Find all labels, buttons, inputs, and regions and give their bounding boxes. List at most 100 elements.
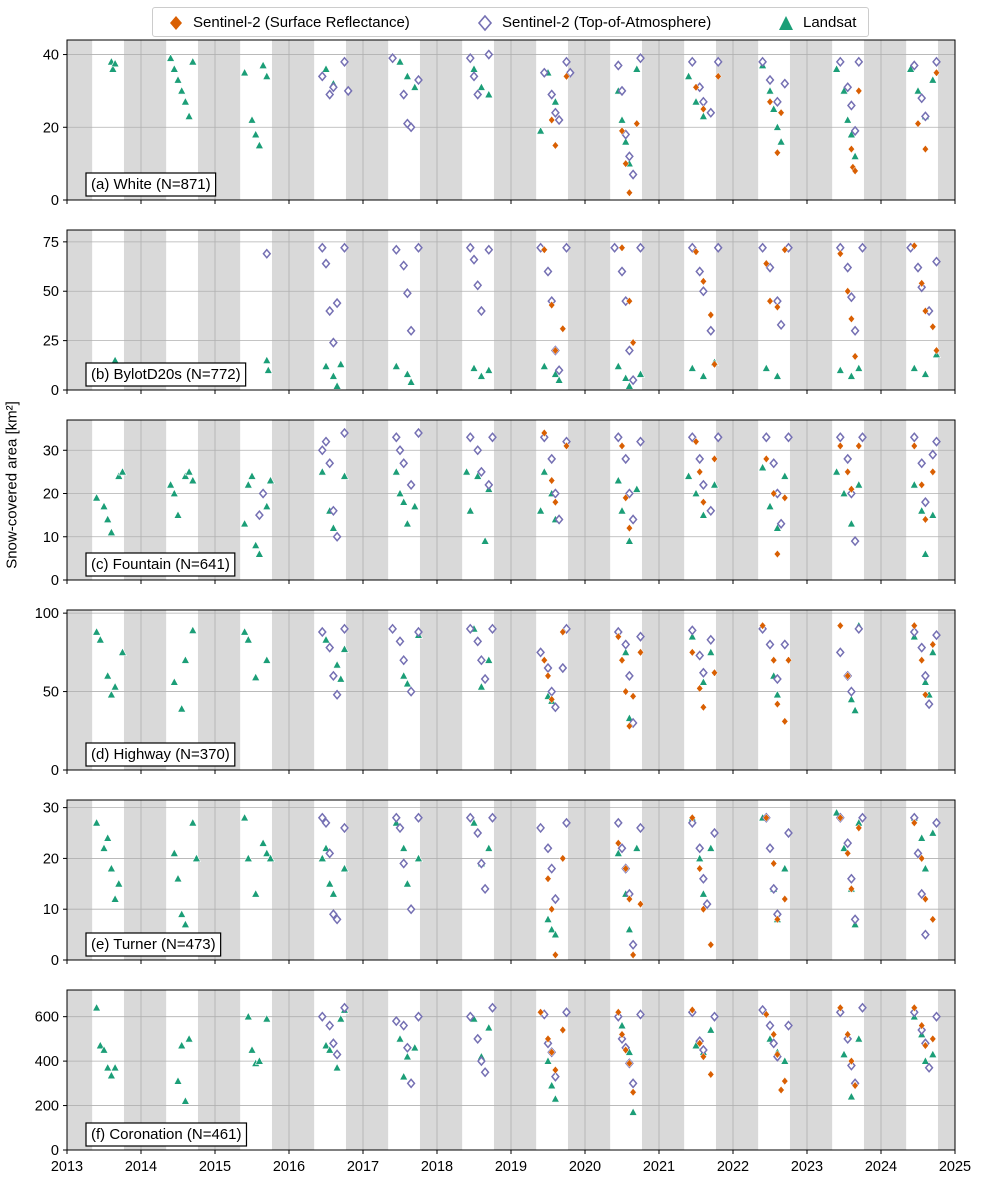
landsat-point bbox=[772, 523, 782, 532]
landsat-point bbox=[103, 833, 113, 842]
s2-sr-point bbox=[921, 690, 929, 699]
s2-toa-point bbox=[928, 449, 938, 460]
landsat-point bbox=[687, 631, 697, 641]
landsat-point bbox=[469, 818, 479, 827]
landsat-point bbox=[177, 703, 187, 713]
landsat-point bbox=[258, 60, 268, 69]
s2-sr-point bbox=[918, 1021, 926, 1030]
landsat-point bbox=[399, 1071, 409, 1081]
y-tick-label: 20 bbox=[43, 851, 59, 867]
landsat-point bbox=[92, 818, 102, 827]
s2-sr-point bbox=[618, 243, 626, 252]
s2-toa-point bbox=[695, 650, 705, 661]
s2-toa-point bbox=[913, 262, 923, 273]
s2-sr-point bbox=[855, 823, 863, 833]
shade-band bbox=[493, 40, 537, 200]
panel-label: (f) Coronation (N=461) bbox=[91, 1126, 241, 1143]
landsat-point bbox=[399, 843, 409, 852]
s2-sr-point bbox=[622, 1045, 630, 1055]
landsat-point bbox=[99, 1045, 109, 1054]
landsat-point bbox=[624, 924, 634, 934]
landsat-point bbox=[484, 655, 494, 664]
s2-toa-point bbox=[628, 514, 638, 525]
landsat-point bbox=[336, 674, 346, 683]
s2-sr-point bbox=[759, 621, 767, 630]
s2-sr-point bbox=[629, 692, 637, 701]
shade-band bbox=[789, 610, 833, 770]
s2-toa-point bbox=[617, 843, 627, 854]
landsat-point bbox=[169, 677, 179, 686]
s2-toa-point bbox=[702, 898, 712, 910]
s2-toa-point bbox=[687, 817, 697, 829]
s2-toa-point bbox=[473, 636, 483, 647]
s2-toa-point bbox=[917, 93, 927, 104]
s2-toa-point bbox=[687, 242, 697, 253]
landsat-point bbox=[846, 518, 856, 528]
s2-sr-point bbox=[855, 441, 863, 451]
s2-sr-point bbox=[622, 159, 630, 168]
shade-band bbox=[345, 230, 389, 390]
landsat-point bbox=[265, 853, 276, 862]
landsat-point bbox=[188, 56, 198, 66]
s2-toa-point bbox=[391, 244, 401, 255]
s2-toa-point bbox=[551, 488, 560, 499]
landsat-point bbox=[110, 1062, 120, 1072]
s2-toa-point bbox=[850, 535, 860, 547]
landsat-point bbox=[240, 627, 250, 636]
s2-toa-point bbox=[758, 56, 767, 67]
landsat-point bbox=[339, 863, 350, 873]
landsat-point bbox=[169, 64, 179, 73]
s2-toa-point bbox=[843, 838, 853, 849]
landsat-point bbox=[484, 365, 494, 374]
s2-toa-point bbox=[765, 843, 775, 854]
s2-toa-point bbox=[562, 817, 571, 829]
landsat-point bbox=[406, 377, 416, 386]
s2-toa-point bbox=[465, 1011, 475, 1022]
x-tick-label: 2013 bbox=[51, 1159, 83, 1175]
shade-band bbox=[271, 990, 315, 1150]
landsat-point bbox=[395, 56, 405, 66]
s2-toa-point bbox=[835, 647, 845, 658]
s2-toa-point bbox=[321, 436, 331, 447]
shade-band bbox=[715, 40, 759, 200]
s2-sr-point bbox=[614, 632, 622, 641]
shade-band bbox=[641, 420, 685, 580]
landsat-point bbox=[769, 104, 779, 113]
s2-sr-point bbox=[847, 314, 855, 324]
y-tick-label: 0 bbox=[51, 193, 59, 209]
s2-toa-point bbox=[332, 297, 342, 309]
s2-toa-point bbox=[325, 458, 335, 469]
s2-toa-point bbox=[765, 74, 775, 86]
s2-sr-point bbox=[836, 813, 844, 822]
s2-sr-point bbox=[773, 915, 781, 924]
s2-toa-point bbox=[406, 1078, 416, 1089]
s2-toa-point bbox=[784, 1020, 793, 1031]
s2-toa-point bbox=[395, 822, 405, 834]
landsat-point bbox=[251, 129, 261, 139]
s2-toa-point bbox=[325, 305, 335, 317]
s2-sr-point bbox=[551, 1065, 559, 1075]
legend-label-sr: Sentinel-2 (Surface Reflectance) bbox=[193, 14, 410, 31]
s2-sr-point bbox=[762, 1010, 770, 1019]
landsat-point bbox=[547, 1080, 557, 1090]
landsat-point bbox=[106, 689, 116, 699]
s2-toa-point bbox=[473, 1033, 483, 1045]
s2-toa-point bbox=[850, 914, 860, 925]
s2-sr-point bbox=[699, 104, 707, 114]
landsat-point bbox=[395, 488, 405, 498]
s2-sr-point bbox=[551, 141, 559, 150]
landsat-point bbox=[262, 1014, 272, 1023]
s2-toa-point bbox=[710, 827, 719, 839]
y-tick-label: 20 bbox=[43, 120, 59, 136]
s2-sr-point bbox=[551, 950, 559, 960]
landsat-point bbox=[550, 96, 560, 106]
s2-toa-point bbox=[340, 1002, 349, 1013]
y-tick-label: 25 bbox=[43, 334, 59, 350]
s2-toa-point bbox=[343, 85, 353, 97]
shade-band bbox=[789, 800, 833, 960]
s2-toa-point bbox=[317, 812, 327, 823]
shade-band bbox=[715, 610, 759, 770]
purple-open-diamond-icon bbox=[477, 14, 493, 32]
s2-toa-point bbox=[847, 292, 856, 303]
landsat-point bbox=[928, 75, 938, 84]
